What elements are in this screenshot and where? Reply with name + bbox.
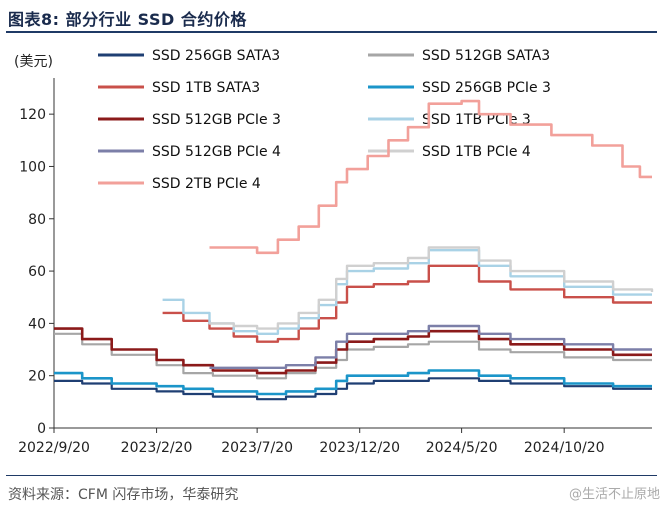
y-tick-label: 80	[28, 212, 46, 228]
legend-label: SSD 2TB PCIe 4	[152, 176, 261, 192]
legend-label: SSD 512GB PCIe 3	[152, 112, 281, 128]
legend-label: SSD 1TB SATA3	[152, 80, 260, 96]
series-line-ssd-512gb-pcie-4	[209, 324, 652, 369]
legend-label: SSD 256GB SATA3	[152, 48, 280, 64]
legend-label: SSD 512GB PCIe 4	[152, 144, 281, 160]
source-divider	[6, 475, 657, 476]
series-line-ssd-1tb-sata3	[162, 264, 652, 343]
y-axis: 0 20 40 60 80 100 120	[19, 78, 55, 437]
legend-label: SSD 1TB PCIe 3	[422, 112, 531, 128]
y-tick-label: 40	[28, 316, 46, 332]
series-lines	[54, 99, 654, 401]
y-axis-label: (美元)	[14, 54, 53, 70]
y-tick-label: 60	[28, 264, 46, 280]
y-tick-label: 20	[28, 369, 46, 385]
title-divider	[6, 31, 657, 33]
legend-label: SSD 256GB PCIe 3	[422, 80, 551, 96]
x-axis: 2022/9/20 2023/2/20 2023/7/20 2023/12/20 202…	[18, 427, 652, 456]
y-tick-label: 100	[19, 159, 46, 175]
x-tick-label: 2023/7/20	[221, 440, 293, 456]
series-line-ssd-2tb-pcie-4	[209, 99, 652, 255]
y-tick-label: 120	[19, 107, 46, 123]
watermark: @生活不止原地	[568, 487, 660, 502]
series-line-ssd-512gb-pcie-3	[54, 327, 652, 375]
source-note: 资料来源：CFM 闪存市场，华泰研究	[8, 487, 239, 503]
series-line-ssd-1tb-pcie-4	[209, 246, 654, 330]
series-line-ssd-256gb-pcie-3	[54, 369, 652, 396]
series-line-ssd-256gb-sata3	[54, 377, 652, 401]
x-tick-label: 2024/10/20	[524, 440, 605, 456]
legend: SSD 256GB SATA3 SSD 512GB SATA3 SSD 1TB SA…	[98, 48, 551, 192]
figure-title: 图表8: 部分行业 SSD 合约价格	[8, 10, 247, 29]
x-tick-label: 2023/12/20	[319, 440, 400, 456]
x-tick-label: 2023/2/20	[121, 440, 193, 456]
legend-label: SSD 1TB PCIe 4	[422, 144, 531, 160]
y-tick-label: 0	[37, 421, 46, 437]
legend-label: SSD 512GB SATA3	[422, 48, 550, 64]
ssd-price-line-chart: SSD 256GB SATA3 SSD 512GB SATA3 SSD 1TB SA…	[14, 48, 654, 456]
x-tick-label: 2024/5/20	[426, 440, 498, 456]
x-tick-label: 2022/9/20	[18, 440, 90, 456]
